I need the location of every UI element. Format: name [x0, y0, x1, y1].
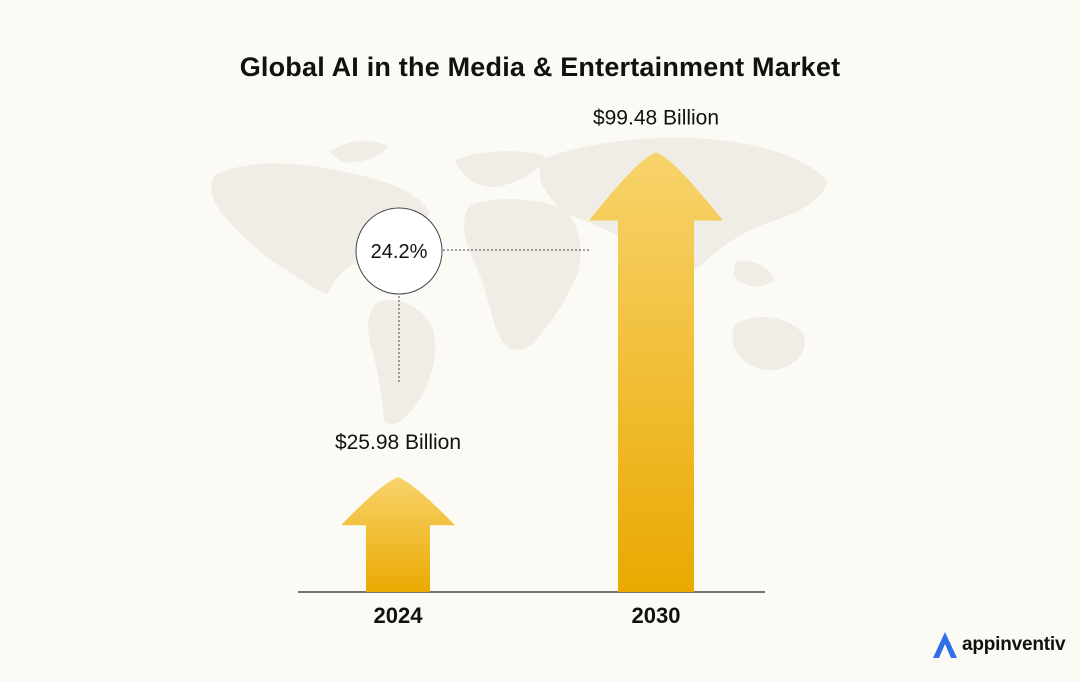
brand-logo: appinventiv — [932, 630, 1066, 660]
brand-name: appinventiv — [962, 634, 1066, 655]
bar-2024 — [341, 477, 455, 592]
chart-title: Global AI in the Media & Entertainment M… — [239, 52, 841, 82]
appinventiv-logo-icon — [933, 632, 957, 658]
cagr-circle — [355, 207, 443, 295]
bar-2030 — [589, 152, 723, 592]
cagr-label: 24.2% — [371, 241, 428, 263]
value-label-2030: $99.48 Billion — [593, 106, 719, 129]
value-label-2024: $25.98 Billion — [335, 431, 461, 454]
world-map-background — [211, 137, 828, 424]
x-tick-2030: 2030 — [632, 603, 681, 628]
x-tick-2024: 2024 — [374, 603, 424, 628]
